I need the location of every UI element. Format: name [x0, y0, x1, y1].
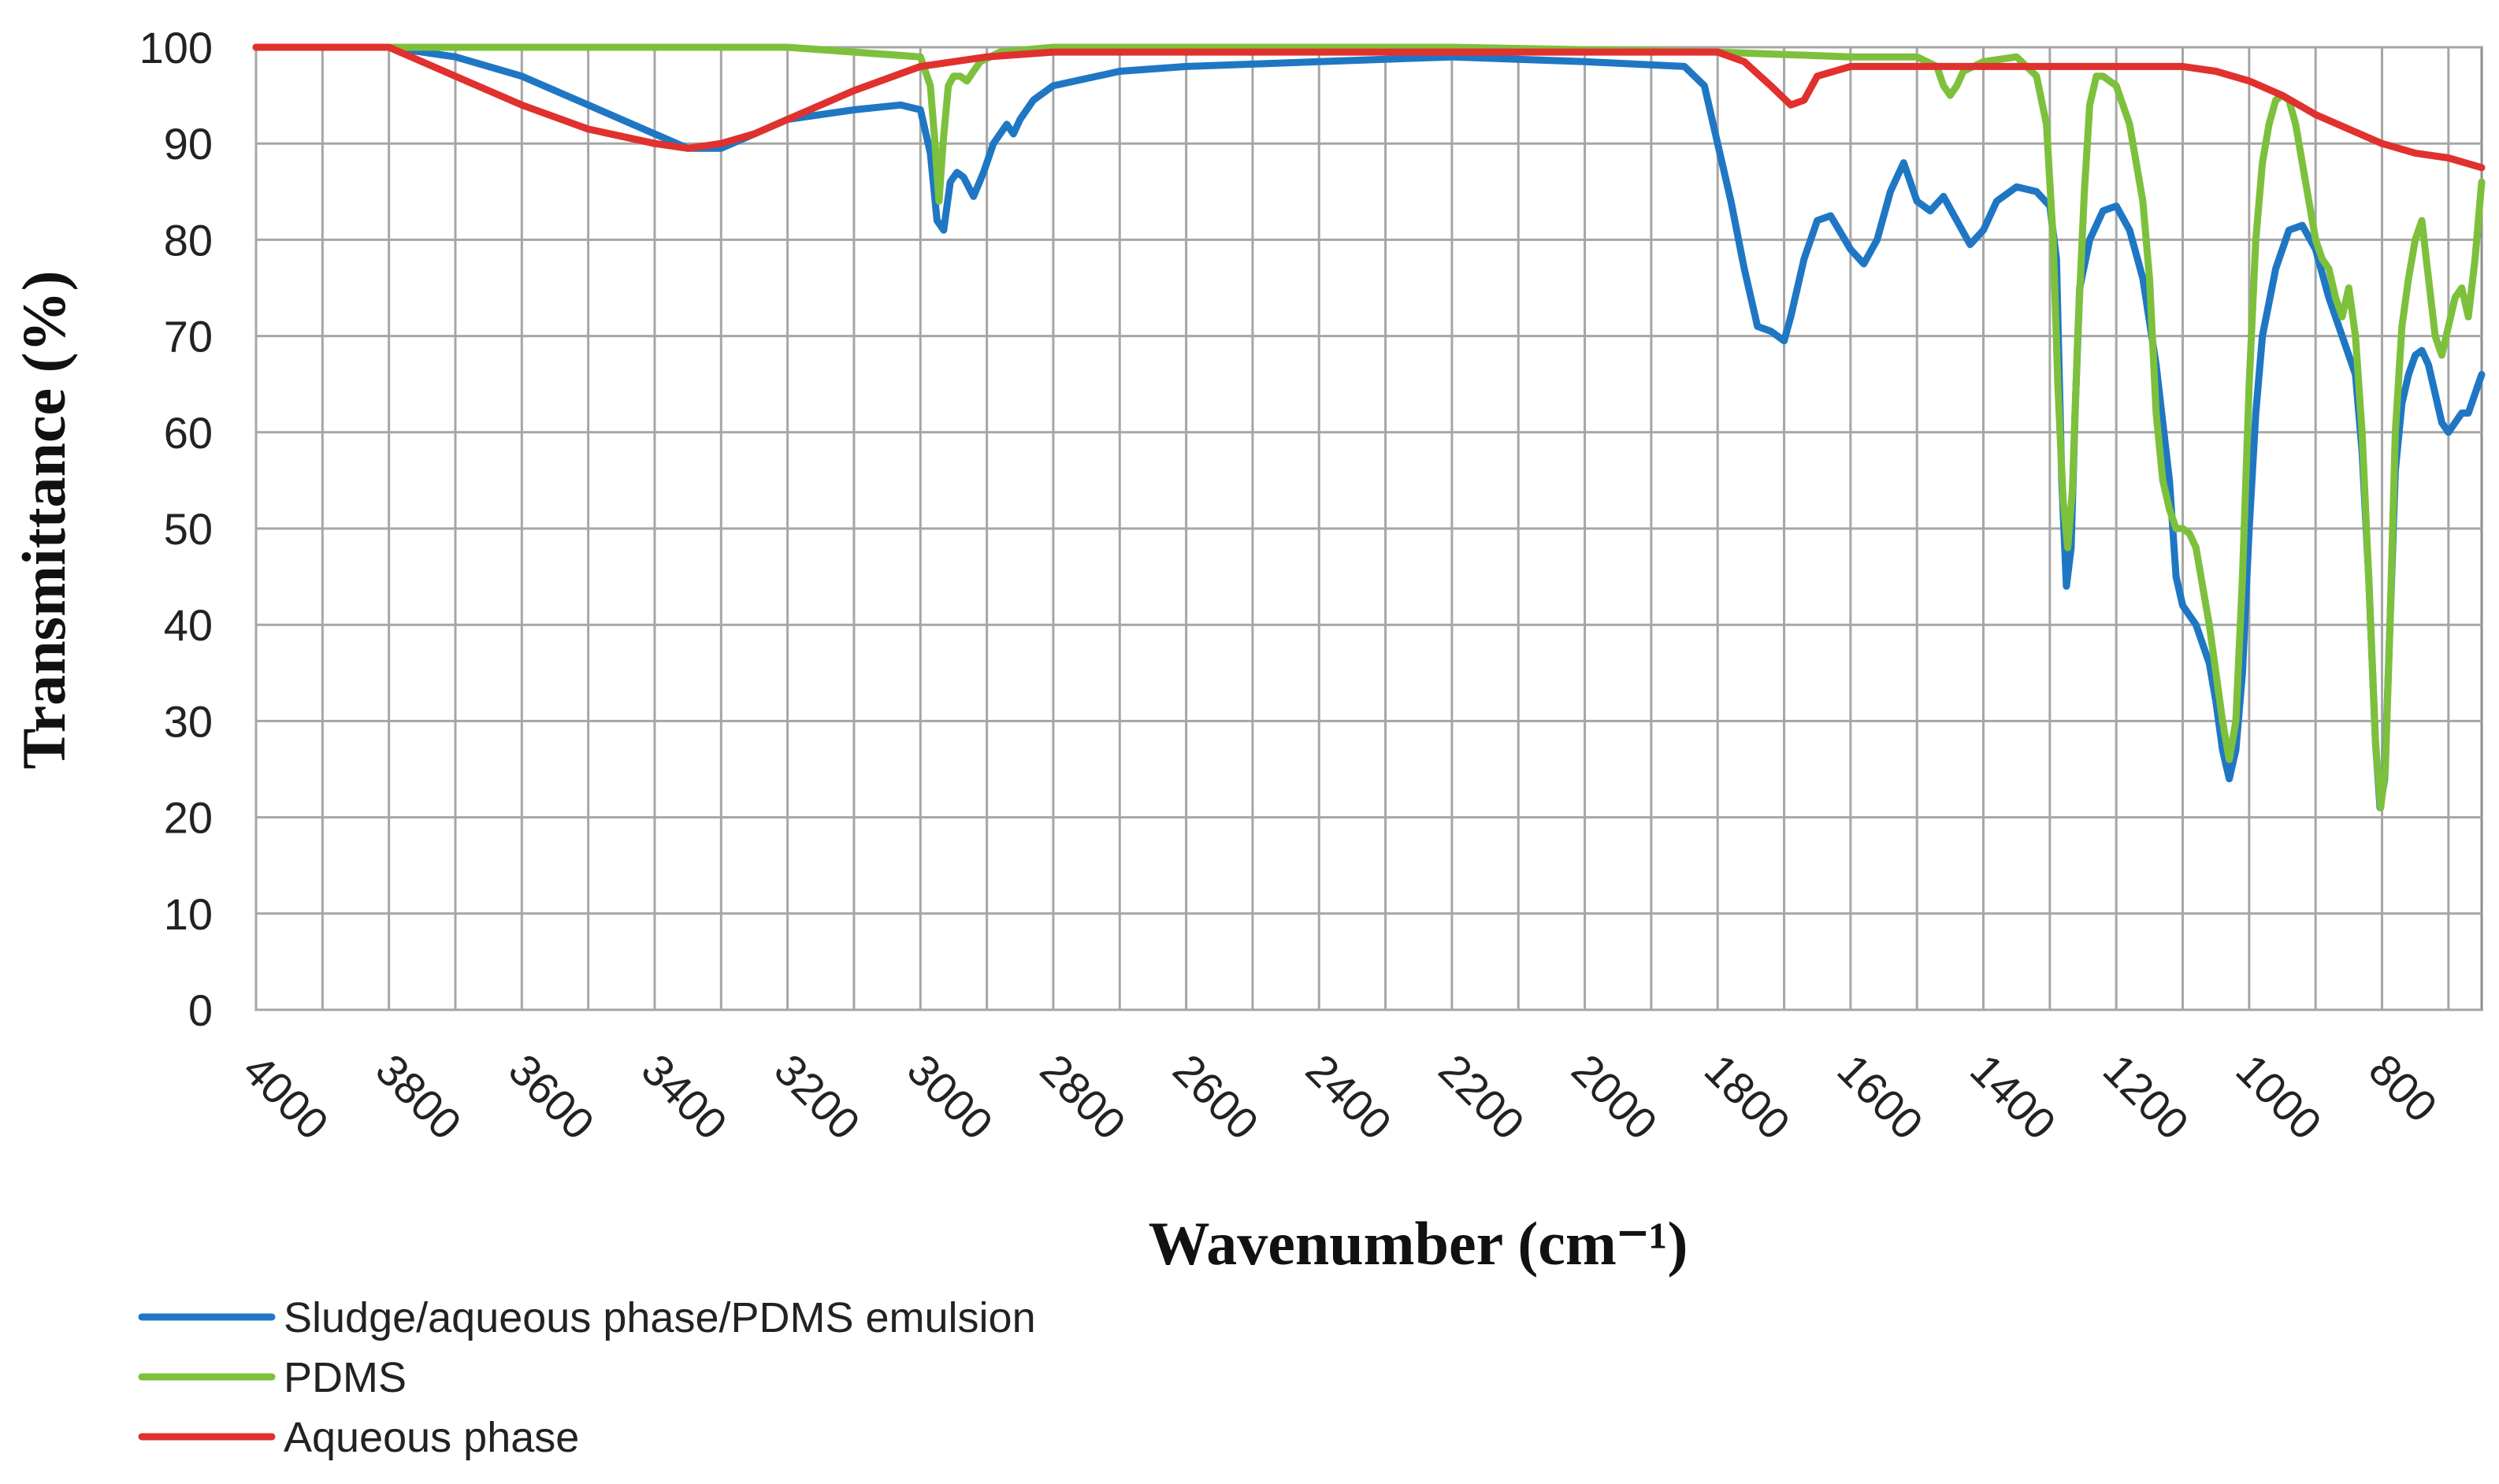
x-tick-label: 1000 [2226, 1044, 2331, 1149]
x-tick-label: 3600 [499, 1044, 604, 1149]
y-axis-ticks: 0 10 20 30 40 50 60 70 80 90 100 [139, 23, 213, 1035]
x-tick-label: 2400 [1297, 1044, 1402, 1149]
y-tick-label: 40 [164, 600, 213, 650]
x-tick-label: 1400 [1961, 1044, 2066, 1149]
series-lines [252, 43, 2486, 811]
x-tick-label: 800 [2360, 1044, 2447, 1132]
legend: Sludge/aqueous phase/PDMS emulsion PDMS Aq… [138, 1294, 1036, 1461]
y-tick-label: 70 [164, 312, 213, 362]
y-tick-label: 20 [164, 793, 213, 843]
legend-label: Sludge/aqueous phase/PDMS emulsion [284, 1294, 1036, 1341]
y-tick-label: 90 [164, 119, 213, 169]
y-tick-label: 10 [164, 889, 213, 939]
y-axis-title: Transmittance (%) [9, 270, 78, 769]
x-tick-label: 1600 [1828, 1044, 1933, 1149]
legend-label: Aqueous phase [284, 1414, 579, 1461]
legend-label: PDMS [284, 1354, 407, 1401]
y-tick-label: 80 [164, 215, 213, 265]
x-tick-label: 1800 [1695, 1044, 1800, 1149]
x-tick-label: 3200 [765, 1044, 870, 1149]
x-axis-ticks: 4000 3800 3600 3400 3200 3000 2800 2600 2400 2200… [234, 1044, 2447, 1149]
x-tick-label: 3400 [632, 1044, 737, 1149]
y-tick-label: 0 [188, 985, 213, 1035]
x-tick-label: 3000 [898, 1044, 1003, 1149]
series-line-2 [252, 43, 2486, 811]
x-tick-label: 2600 [1164, 1044, 1268, 1149]
x-tick-label: 3800 [366, 1044, 471, 1149]
y-tick-label: 60 [164, 408, 213, 458]
x-tick-label: 4000 [234, 1044, 339, 1149]
x-tick-label: 2200 [1429, 1044, 1534, 1149]
x-tick-label: 2000 [1562, 1044, 1667, 1149]
y-tick-label: 50 [164, 504, 213, 554]
y-tick-label: 30 [164, 696, 213, 746]
grid [254, 46, 2482, 1011]
x-tick-label: 1200 [2094, 1044, 2199, 1149]
x-tick-label: 2800 [1030, 1044, 1135, 1149]
x-axis-title: Wavenumber (cm⁻¹) [1149, 1209, 1688, 1278]
series-line-3 [252, 43, 2486, 172]
y-tick-label: 100 [139, 23, 213, 72]
